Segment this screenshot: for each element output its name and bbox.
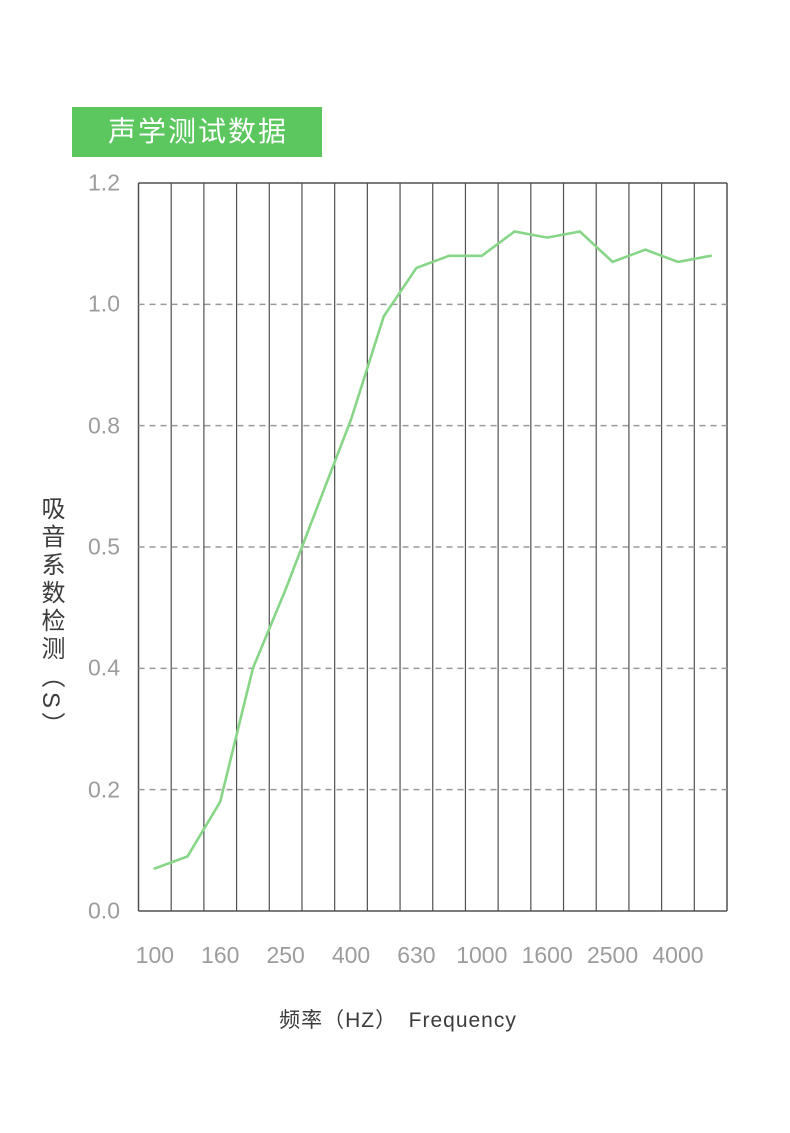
x-tick-label: 160 xyxy=(201,942,240,968)
y-tick-label: 0.5 xyxy=(88,533,120,560)
x-tick-label: 2500 xyxy=(586,942,639,968)
x-tick-label: 1000 xyxy=(456,942,508,968)
x-tick-label: 250 xyxy=(266,942,305,968)
y-tick-label: 0.2 xyxy=(88,776,120,803)
y-tick-label: 1.0 xyxy=(88,290,120,317)
chart-title-badge: 声学测试数据 xyxy=(72,107,322,157)
x-tick-label: 400 xyxy=(331,942,371,968)
x-axis-title: 频率（HZ） Frequency xyxy=(279,1009,517,1032)
y-tick-label: 0.0 xyxy=(88,897,120,924)
x-tick-label: 1600 xyxy=(521,942,573,968)
chart-title-text: 声学测试数据 xyxy=(108,116,289,147)
data-line-absorption xyxy=(153,230,713,870)
y-axis-title: 吸音系数检测（S） xyxy=(37,496,64,741)
y-tick-label: 0.8 xyxy=(88,412,120,439)
x-tick-label: 100 xyxy=(135,942,175,968)
y-tick-label: 0.4 xyxy=(88,654,120,681)
x-tick-label: 630 xyxy=(397,942,436,968)
x-tick-label: 4000 xyxy=(652,942,704,968)
y-tick-label: 1.2 xyxy=(88,169,120,196)
